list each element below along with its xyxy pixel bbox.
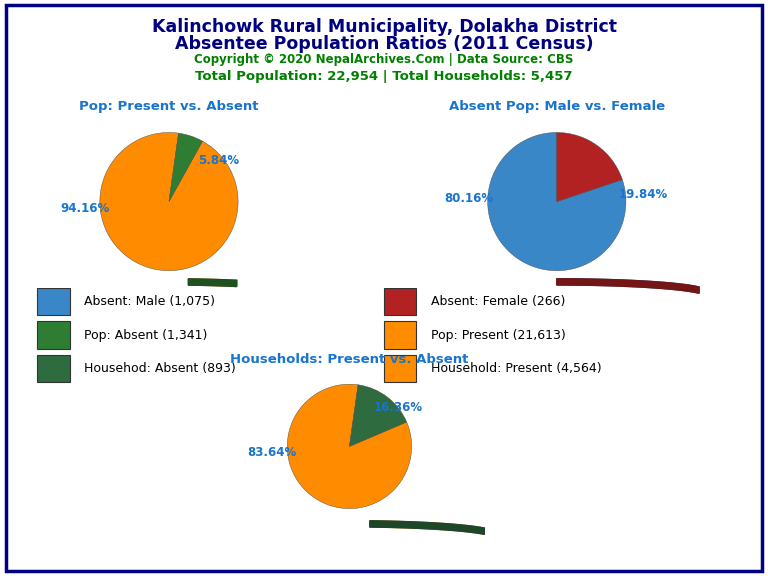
Polygon shape [557, 279, 699, 293]
Text: Household: Present (4,564): Household: Present (4,564) [431, 362, 601, 375]
Text: Pop: Absent (1,341): Pop: Absent (1,341) [84, 328, 208, 342]
Text: Househod: Absent (893): Househod: Absent (893) [84, 362, 236, 375]
Wedge shape [287, 384, 412, 509]
Bar [38, 288, 70, 316]
Bar [38, 355, 70, 382]
Bar [38, 321, 70, 348]
Text: 16.36%: 16.36% [373, 401, 422, 414]
Text: Absent: Female (266): Absent: Female (266) [431, 295, 565, 308]
Polygon shape [188, 279, 237, 286]
Title: Households: Present vs. Absent: Households: Present vs. Absent [230, 353, 468, 366]
Wedge shape [169, 133, 203, 202]
Text: Copyright © 2020 NepalArchives.Com | Data Source: CBS: Copyright © 2020 NepalArchives.Com | Dat… [194, 53, 574, 66]
Text: Pop: Present (21,613): Pop: Present (21,613) [431, 328, 566, 342]
Polygon shape [370, 521, 485, 535]
Bar [384, 288, 416, 316]
Text: Kalinchowk Rural Municipality, Dolakha District: Kalinchowk Rural Municipality, Dolakha D… [151, 18, 617, 36]
Text: 94.16%: 94.16% [60, 202, 109, 215]
Polygon shape [557, 279, 699, 293]
Polygon shape [188, 279, 237, 286]
Title: Pop: Present vs. Absent: Pop: Present vs. Absent [79, 100, 259, 113]
Text: 5.84%: 5.84% [198, 154, 240, 166]
Wedge shape [557, 132, 622, 202]
Wedge shape [100, 132, 238, 271]
Text: 83.64%: 83.64% [247, 446, 296, 459]
Text: Absentee Population Ratios (2011 Census): Absentee Population Ratios (2011 Census) [174, 35, 594, 52]
Text: Total Population: 22,954 | Total Households: 5,457: Total Population: 22,954 | Total Househo… [195, 70, 573, 84]
Bar [384, 321, 416, 348]
Text: 19.84%: 19.84% [618, 188, 668, 201]
Title: Absent Pop: Male vs. Female: Absent Pop: Male vs. Female [449, 100, 665, 113]
Wedge shape [349, 385, 407, 446]
Text: 80.16%: 80.16% [444, 192, 493, 204]
Polygon shape [370, 521, 485, 535]
Text: Absent: Male (1,075): Absent: Male (1,075) [84, 295, 215, 308]
Wedge shape [488, 132, 626, 271]
Bar [384, 355, 416, 382]
